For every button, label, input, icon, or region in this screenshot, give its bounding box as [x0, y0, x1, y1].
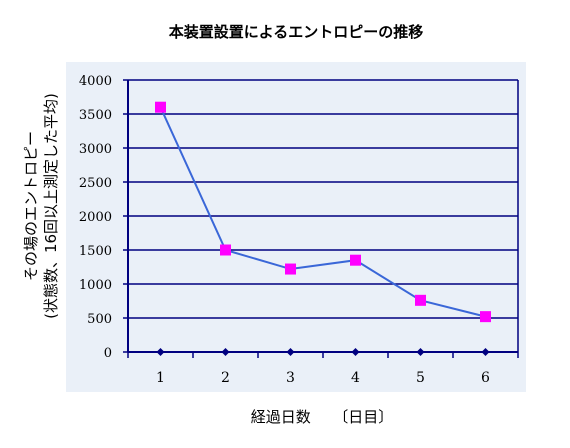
- y-tick-label: 1000: [79, 278, 112, 293]
- y-tick-label: 4000: [79, 74, 112, 89]
- y-axis-label-line1: その場のエントロピー: [22, 131, 40, 281]
- series: [155, 101, 491, 356]
- data-point: [220, 244, 231, 256]
- baseline-point: [351, 348, 360, 356]
- x-tick-label: 3: [286, 370, 295, 386]
- y-tick-label: 3000: [79, 142, 112, 157]
- y-tick-label: 2500: [79, 176, 112, 191]
- x-tick-label: 4: [351, 370, 360, 386]
- x-tick-label: 1: [156, 370, 165, 386]
- y-tick-labels: 0 500 1000 1500 2000 2500 3000 3500 4000: [79, 74, 112, 361]
- x-tick-label: 6: [481, 370, 490, 386]
- baseline-point: [481, 348, 490, 356]
- y-tick-label: 2000: [79, 210, 112, 225]
- plot-area-background: [66, 62, 526, 392]
- data-point: [480, 311, 491, 323]
- baseline-point: [286, 348, 295, 356]
- series-line: [159, 106, 486, 318]
- y-tick-label: 1500: [79, 244, 112, 259]
- baseline-point: [416, 348, 425, 356]
- x-tick-label: 2: [221, 370, 230, 386]
- grid-lines: [128, 79, 518, 319]
- data-point: [350, 254, 361, 266]
- data-point: [415, 294, 426, 306]
- data-point: [285, 263, 296, 275]
- y-tick-label: 500: [87, 312, 112, 327]
- baseline-point: [156, 348, 165, 356]
- x-axis-label: 経過日数 〔日目〕: [251, 408, 394, 426]
- x-tick-label: 5: [416, 370, 425, 386]
- baseline-point: [221, 348, 230, 356]
- y-axis-label-line2: (状態数、16回以上測定した平均): [42, 93, 60, 319]
- data-point: [155, 101, 166, 113]
- x-tick-labels: 1 2 3 4 5 6: [156, 370, 490, 386]
- y-tick-label: 3500: [79, 108, 112, 123]
- y-tick-label: 0: [104, 346, 112, 361]
- axes: [123, 79, 519, 358]
- chart-title: 本装置設置によるエントロピーの推移: [169, 23, 424, 41]
